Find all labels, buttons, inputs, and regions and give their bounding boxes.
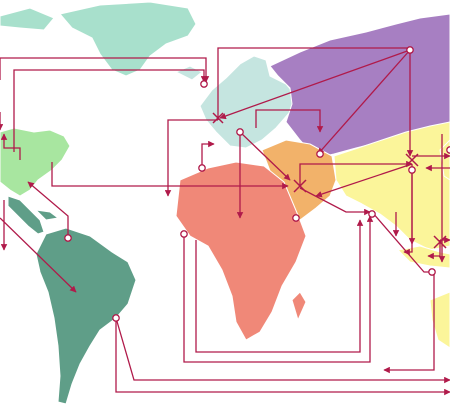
route-middle-east-to-asia: [299, 187, 371, 216]
hubs-layer: [212, 112, 447, 249]
node-central-europe: [236, 128, 244, 136]
route-caribbean-to-us: [27, 181, 69, 236]
hub-europe-x: [212, 112, 224, 124]
route-europe-to-gulf: [255, 109, 324, 133]
hub-east-asia-x: [405, 153, 419, 167]
route-africa-to-india: [183, 215, 374, 363]
region-caribbean: [35, 209, 59, 221]
route-gulf-to-asia: [299, 160, 413, 186]
region-central-america: [7, 195, 45, 235]
node-caribbean: [64, 234, 72, 242]
node-east-asia: [408, 166, 416, 174]
node-indonesia: [428, 268, 436, 276]
region-africa: [175, 161, 307, 341]
route-na-to-canada: [0, 133, 21, 160]
route-russia-to-europe: [219, 49, 411, 120]
route-samerica-loop: [115, 318, 450, 396]
region-madagascar: [291, 291, 307, 321]
node-central-africa: [180, 230, 188, 238]
route-europe-to-africa-north: [201, 140, 215, 168]
route-europe-to-middle-east: [239, 131, 291, 181]
route-europe-spine: [164, 119, 218, 197]
hub-southeast-asia-x: [433, 235, 447, 249]
nodes-layer: [64, 46, 450, 322]
route-africa-loop-inner: [195, 219, 364, 353]
route-us-to-europe: [51, 162, 289, 190]
node-caucasus: [316, 150, 324, 158]
route-central-to-south: [0, 217, 77, 293]
region-north-america: [0, 127, 71, 197]
route-russia-to-middle-east: [317, 49, 411, 155]
region-oceania: [429, 291, 450, 349]
node-india: [368, 210, 376, 218]
node-horn-africa: [292, 214, 300, 222]
route-asia-to-gulf-left: [315, 163, 413, 198]
route-samerica-to-asia: [115, 317, 450, 384]
node-south-america: [112, 314, 120, 322]
region-south-america: [35, 227, 137, 405]
node-west-africa: [198, 164, 206, 172]
node-greenland: [200, 80, 208, 88]
route-indonesia-loop: [427, 240, 441, 260]
node-russia: [406, 46, 414, 54]
region-arctic-islands: [0, 7, 55, 31]
route-na-left-down: [13, 69, 208, 152]
region-greenland: [59, 1, 197, 77]
route-greenland-to-europe: [0, 57, 210, 83]
region-iceland: [175, 65, 203, 81]
hub-middle-east-x: [293, 179, 307, 193]
